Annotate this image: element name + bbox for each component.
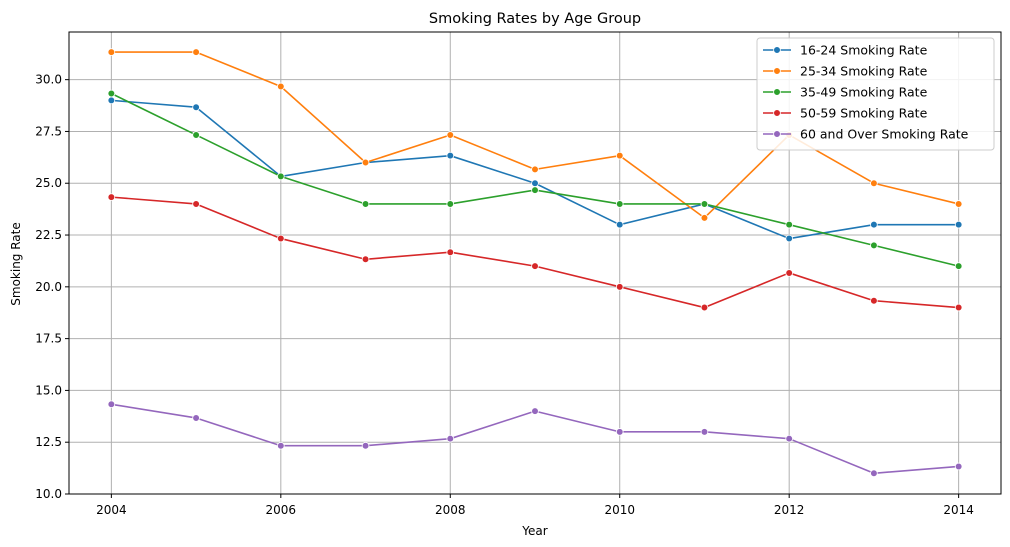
data-point — [107, 48, 116, 56]
data-point — [192, 48, 200, 56]
data-point — [531, 165, 539, 174]
legend-label: 60 and Over Smoking Rate — [800, 127, 969, 142]
legend-label: 35-49 Smoking Rate — [800, 85, 928, 100]
data-point — [446, 151, 455, 160]
series-group — [107, 400, 963, 478]
data-point — [361, 200, 370, 208]
data-point — [615, 428, 624, 436]
y-tick-label: 15.0 — [35, 383, 62, 397]
y-tick-label: 12.5 — [35, 435, 62, 449]
legend-box — [756, 37, 995, 151]
legend-label: 25-34 Smoking Rate — [800, 64, 928, 79]
data-point — [531, 262, 539, 270]
data-point — [785, 434, 793, 443]
y-tick-label: 25.0 — [35, 176, 62, 190]
data-point — [107, 96, 116, 105]
data-point — [954, 262, 963, 270]
data-point — [277, 82, 285, 91]
y-tick-label: 20.0 — [35, 280, 62, 294]
y-tick-label: 30.0 — [35, 73, 62, 87]
data-point — [785, 220, 793, 229]
legend-entry: 60 and Over Smoking Rate — [763, 127, 969, 142]
x-tick-label: 2006 — [266, 503, 297, 517]
series-group — [107, 193, 963, 312]
y-tick-label: 17.5 — [35, 332, 62, 346]
data-point — [446, 434, 455, 443]
data-point — [277, 234, 285, 243]
data-point — [192, 103, 200, 112]
data-point — [361, 441, 370, 450]
data-point — [615, 200, 624, 208]
y-tick-label: 10.0 — [35, 487, 62, 501]
legend-entry: 50-59 Smoking Rate — [763, 106, 928, 121]
series-group — [107, 48, 963, 222]
y-tick-label: 27.5 — [35, 124, 62, 138]
data-point — [531, 179, 539, 188]
data-point — [531, 407, 539, 415]
data-point — [700, 428, 709, 436]
data-point — [870, 469, 878, 478]
data-point — [870, 179, 878, 188]
data-point — [954, 200, 963, 208]
chart-title: Smoking Rates by Age Group — [429, 11, 641, 27]
data-point — [870, 220, 878, 229]
data-point — [954, 220, 963, 229]
data-point — [615, 220, 624, 229]
x-tick-label: 2014 — [943, 503, 974, 517]
y-axis-label: Smoking Rate — [9, 222, 23, 305]
data-point — [531, 186, 539, 194]
data-point — [192, 200, 200, 208]
data-point — [192, 414, 200, 422]
x-tick-label: 2010 — [604, 503, 635, 517]
legend-label: 16-24 Smoking Rate — [800, 43, 928, 58]
tick-labels: 2004 2006 2008 2010 2012 2014 10.0 12.5 15.0 17.5… — [35, 73, 974, 517]
data-point — [870, 296, 878, 305]
data-point — [954, 462, 963, 471]
y-tick-label: 22.5 — [35, 228, 62, 242]
series-layer — [107, 48, 963, 478]
data-point — [361, 158, 370, 167]
x-tick-label: 2004 — [96, 503, 127, 517]
data-point — [615, 283, 624, 291]
data-point — [192, 131, 200, 139]
legend-swatch-marker — [773, 46, 781, 54]
legend-swatch-marker — [773, 67, 781, 75]
data-point — [615, 151, 624, 160]
data-point — [446, 248, 455, 257]
data-point — [785, 269, 793, 277]
legend: 16-24 Smoking Rate 25-34 Smoking Rate 35-4… — [756, 37, 995, 151]
data-point — [700, 303, 709, 312]
data-point — [870, 241, 878, 250]
legend-label: 50-59 Smoking Rate — [800, 106, 928, 121]
data-point — [954, 303, 963, 312]
legend-entry: 25-34 Smoking Rate — [763, 64, 928, 79]
legend-swatch-marker — [773, 88, 781, 96]
data-point — [277, 172, 285, 181]
data-point — [785, 234, 793, 243]
legend-swatch-marker — [773, 130, 781, 138]
x-tick-label: 2012 — [774, 503, 805, 517]
legend-swatch-marker — [773, 109, 781, 117]
data-point — [700, 214, 709, 222]
x-tick-label: 2008 — [435, 503, 466, 517]
data-point — [446, 200, 455, 208]
legend-entry: 35-49 Smoking Rate — [763, 85, 928, 100]
series-line — [111, 196, 959, 309]
plot-frame — [68, 31, 1002, 495]
data-point — [107, 89, 116, 98]
series-group — [107, 89, 963, 270]
data-point — [107, 193, 116, 201]
data-point — [107, 400, 116, 409]
data-point — [277, 441, 285, 450]
legend-entry: 16-24 Smoking Rate — [763, 43, 928, 58]
data-point — [361, 255, 370, 264]
axes — [65, 31, 1002, 498]
data-point — [700, 200, 709, 208]
x-axis-label: Year — [521, 524, 547, 538]
data-point — [446, 131, 455, 139]
